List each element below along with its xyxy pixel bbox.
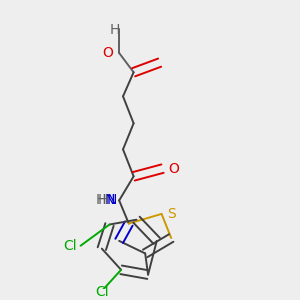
Text: Cl: Cl [95, 285, 109, 299]
Text: O: O [103, 46, 113, 60]
Text: H: H [95, 194, 106, 207]
Text: O: O [168, 162, 179, 176]
Text: S: S [167, 207, 176, 221]
Text: H: H [110, 22, 121, 37]
Text: N: N [107, 194, 117, 207]
Text: H: H [97, 194, 108, 207]
Text: N: N [105, 194, 115, 207]
Text: Cl: Cl [63, 239, 77, 253]
